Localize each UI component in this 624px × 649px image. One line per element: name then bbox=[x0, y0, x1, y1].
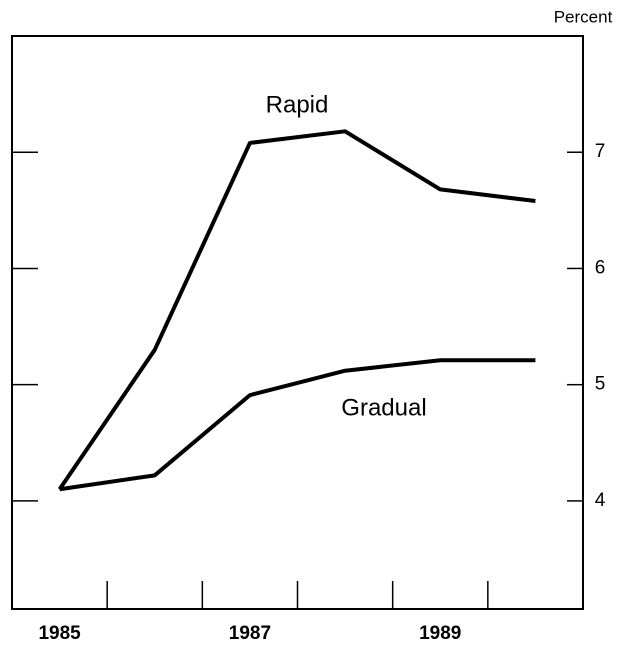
y-axis-label: Percent bbox=[554, 7, 613, 26]
series-label: Rapid bbox=[266, 91, 329, 118]
line bbox=[59, 358, 536, 492]
plot-frame bbox=[11, 35, 584, 610]
x-tick-label: 1985 bbox=[38, 623, 81, 644]
x-tick-label: 1987 bbox=[229, 623, 271, 644]
series-label: Gradual bbox=[341, 394, 426, 421]
y-tick-label: 7 bbox=[595, 141, 606, 162]
y-tick-label: 6 bbox=[595, 257, 606, 278]
x-tick-label: 1989 bbox=[419, 623, 461, 644]
y-tick-label: 4 bbox=[595, 490, 606, 511]
line bbox=[57, 129, 536, 491]
y-tick-label: 5 bbox=[595, 374, 606, 395]
